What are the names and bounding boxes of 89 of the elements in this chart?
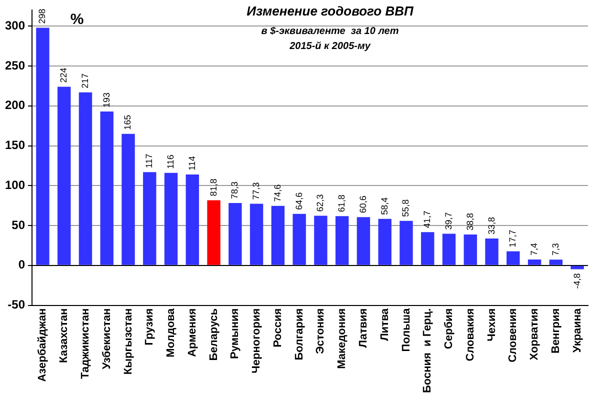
x-tick-label: Грузия <box>144 308 156 346</box>
data-label: 193 <box>101 92 112 108</box>
y-tick-label: 300 <box>4 18 26 32</box>
y-tick-label: 50 <box>12 218 26 232</box>
x-tick-label: Босния и Герц. <box>422 308 434 393</box>
bar <box>271 206 285 265</box>
x-tick-label: Словакия <box>464 308 476 362</box>
data-label: 224 <box>58 68 69 83</box>
bar <box>207 200 220 265</box>
x-tick-label: Сербия <box>443 308 456 350</box>
x-tick-label: Польша <box>400 307 412 352</box>
bar <box>421 232 434 265</box>
bar <box>570 266 584 270</box>
data-label: 298 <box>37 8 48 24</box>
x-tick-label: Азербайджан <box>36 308 49 382</box>
x-tick-label: Хорватия <box>528 308 541 360</box>
y-tick-label: 200 <box>4 98 26 112</box>
bar <box>250 204 264 265</box>
data-label: 39,7 <box>443 212 454 230</box>
bar <box>186 174 199 265</box>
bar <box>442 234 456 265</box>
bar <box>335 216 349 265</box>
x-tick-label: Болгария <box>293 308 306 360</box>
bar <box>292 214 306 265</box>
x-tick-label: Македония <box>336 308 348 369</box>
bar <box>528 260 542 265</box>
data-label: 33,8 <box>486 216 496 234</box>
bar <box>122 134 135 265</box>
bar <box>143 172 156 265</box>
x-tick-label: Армения <box>186 308 198 357</box>
x-tick-label: Чехия <box>486 308 498 342</box>
y-axis-title: % <box>70 11 84 28</box>
x-tick-label: Румыния <box>229 308 242 359</box>
data-label: 116 <box>166 154 176 169</box>
data-label: 7,3 <box>550 243 560 256</box>
x-tick-label: Черногория <box>250 308 263 374</box>
bar <box>378 218 392 265</box>
data-label: 7,4 <box>529 243 540 256</box>
x-tick-label: Россия <box>272 308 284 348</box>
x-tick-label: Украина <box>571 307 584 353</box>
data-label: 74,6 <box>272 184 282 202</box>
y-tick-label: 150 <box>4 138 26 152</box>
bar <box>506 251 520 265</box>
x-tick-label: Эстония <box>314 308 327 354</box>
data-label: 55,8 <box>400 199 411 217</box>
bar <box>314 216 328 265</box>
data-label: 114 <box>186 156 197 171</box>
x-tick-label: Узбекистан <box>100 308 113 370</box>
y-tick-label: 250 <box>4 58 26 72</box>
data-label: 81,8 <box>208 178 218 196</box>
x-tick-label: Кыргызстан <box>122 308 134 375</box>
x-tick-label: Словения <box>507 308 520 362</box>
data-label: 60,6 <box>358 196 368 214</box>
bar <box>400 220 413 265</box>
bar <box>36 28 50 265</box>
data-label: 62,3 <box>315 194 326 212</box>
x-tick-label: Литва <box>378 307 391 341</box>
bar <box>164 172 178 265</box>
bar <box>356 217 370 265</box>
data-label: 41,7 <box>422 210 432 228</box>
data-label: 61,8 <box>336 194 347 212</box>
data-label: 165 <box>122 114 133 130</box>
text: в $-эквиваленте за 10 лет 2015-й к 2005-му <box>261 26 399 52</box>
data-label: 64,6 <box>294 192 304 210</box>
bar <box>100 111 114 265</box>
bar <box>485 238 498 265</box>
data-label: 117 <box>144 154 154 168</box>
data-label: 78,3 <box>230 181 240 199</box>
bar <box>57 86 71 265</box>
chart-title: Изменение годового ВВП <box>246 4 414 19</box>
x-tick-label: Казахстан <box>58 308 70 363</box>
data-label: 217 <box>80 73 90 88</box>
data-label: -4,8 <box>572 273 582 289</box>
data-label: 77,3 <box>251 182 262 200</box>
x-tick-label: Латвия <box>358 308 370 348</box>
data-label: 58,4 <box>379 197 390 215</box>
x-tick-label: Молдова <box>165 307 178 358</box>
bar <box>549 260 563 265</box>
x-tick-label: Беларусь <box>208 308 220 361</box>
bar <box>228 202 242 265</box>
x-tick-label: Венгрия <box>550 308 562 354</box>
y-tick-label: 0 <box>18 258 26 272</box>
data-label: 38,8 <box>464 212 475 230</box>
bar <box>464 234 477 265</box>
y-tick-label: 100 <box>4 178 26 192</box>
bar <box>78 92 92 265</box>
y-tick-label: -50 <box>8 298 26 312</box>
data-label: 17,7 <box>508 230 518 248</box>
x-tick-label: Таджикистан <box>80 308 92 379</box>
